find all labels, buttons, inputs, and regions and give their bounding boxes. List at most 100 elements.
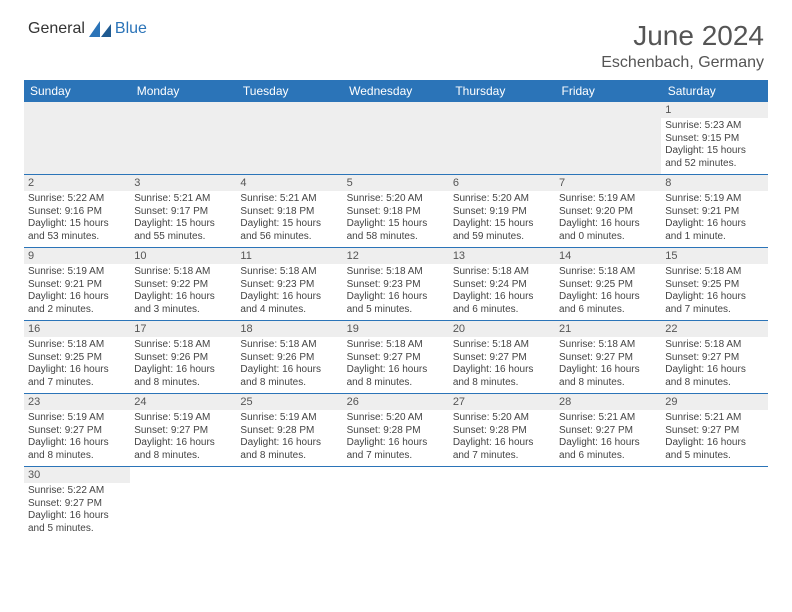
location: Eschenbach, Germany <box>601 54 764 72</box>
calendar-cell <box>24 102 130 175</box>
calendar-cell <box>130 467 236 540</box>
logo: General Blue <box>28 20 147 38</box>
day-number: 10 <box>130 248 236 264</box>
day-number: 18 <box>236 321 342 337</box>
calendar-cell: 1Sunrise: 5:23 AMSunset: 9:15 PMDaylight… <box>661 102 767 175</box>
day-number: 25 <box>236 394 342 410</box>
calendar-cell: 25Sunrise: 5:19 AMSunset: 9:28 PMDayligh… <box>236 394 342 467</box>
day-content: Sunrise: 5:21 AMSunset: 9:18 PMDaylight:… <box>236 191 342 247</box>
calendar-cell: 20Sunrise: 5:18 AMSunset: 9:27 PMDayligh… <box>449 321 555 394</box>
sail-icon <box>89 21 111 37</box>
day-number: 29 <box>661 394 767 410</box>
day-content: Sunrise: 5:18 AMSunset: 9:27 PMDaylight:… <box>555 337 661 393</box>
day-content: Sunrise: 5:18 AMSunset: 9:22 PMDaylight:… <box>130 264 236 320</box>
calendar-cell <box>343 467 449 540</box>
day-content: Sunrise: 5:18 AMSunset: 9:27 PMDaylight:… <box>661 337 767 393</box>
day-content: Sunrise: 5:20 AMSunset: 9:28 PMDaylight:… <box>449 410 555 466</box>
calendar-cell: 12Sunrise: 5:18 AMSunset: 9:23 PMDayligh… <box>343 248 449 321</box>
calendar-cell: 23Sunrise: 5:19 AMSunset: 9:27 PMDayligh… <box>24 394 130 467</box>
calendar-cell: 29Sunrise: 5:21 AMSunset: 9:27 PMDayligh… <box>661 394 767 467</box>
calendar-cell <box>236 102 342 175</box>
day-number: 1 <box>661 102 767 118</box>
day-number: 26 <box>343 394 449 410</box>
day-number: 21 <box>555 321 661 337</box>
day-content: Sunrise: 5:18 AMSunset: 9:27 PMDaylight:… <box>449 337 555 393</box>
day-number: 5 <box>343 175 449 191</box>
weekday-header: Thursday <box>449 80 555 102</box>
day-content: Sunrise: 5:21 AMSunset: 9:17 PMDaylight:… <box>130 191 236 247</box>
weekday-header: Friday <box>555 80 661 102</box>
day-number: 8 <box>661 175 767 191</box>
calendar-cell: 16Sunrise: 5:18 AMSunset: 9:25 PMDayligh… <box>24 321 130 394</box>
day-number: 13 <box>449 248 555 264</box>
calendar-cell: 3Sunrise: 5:21 AMSunset: 9:17 PMDaylight… <box>130 175 236 248</box>
calendar-cell <box>236 467 342 540</box>
day-content: Sunrise: 5:18 AMSunset: 9:26 PMDaylight:… <box>236 337 342 393</box>
day-content: Sunrise: 5:20 AMSunset: 9:18 PMDaylight:… <box>343 191 449 247</box>
calendar-cell: 8Sunrise: 5:19 AMSunset: 9:21 PMDaylight… <box>661 175 767 248</box>
day-content: Sunrise: 5:18 AMSunset: 9:27 PMDaylight:… <box>343 337 449 393</box>
day-number: 3 <box>130 175 236 191</box>
day-number: 28 <box>555 394 661 410</box>
day-content: Sunrise: 5:23 AMSunset: 9:15 PMDaylight:… <box>661 118 767 174</box>
calendar-cell: 13Sunrise: 5:18 AMSunset: 9:24 PMDayligh… <box>449 248 555 321</box>
calendar-cell: 4Sunrise: 5:21 AMSunset: 9:18 PMDaylight… <box>236 175 342 248</box>
day-content: Sunrise: 5:18 AMSunset: 9:26 PMDaylight:… <box>130 337 236 393</box>
day-number: 15 <box>661 248 767 264</box>
day-number: 27 <box>449 394 555 410</box>
calendar-cell: 22Sunrise: 5:18 AMSunset: 9:27 PMDayligh… <box>661 321 767 394</box>
calendar-cell: 27Sunrise: 5:20 AMSunset: 9:28 PMDayligh… <box>449 394 555 467</box>
day-number: 14 <box>555 248 661 264</box>
day-content: Sunrise: 5:19 AMSunset: 9:28 PMDaylight:… <box>236 410 342 466</box>
day-content: Sunrise: 5:19 AMSunset: 9:27 PMDaylight:… <box>24 410 130 466</box>
day-content: Sunrise: 5:20 AMSunset: 9:19 PMDaylight:… <box>449 191 555 247</box>
day-number: 22 <box>661 321 767 337</box>
month-title: June 2024 <box>601 20 764 52</box>
day-number: 11 <box>236 248 342 264</box>
calendar-cell: 26Sunrise: 5:20 AMSunset: 9:28 PMDayligh… <box>343 394 449 467</box>
logo-text-general: General <box>28 20 85 38</box>
weekday-header: Monday <box>130 80 236 102</box>
day-number: 19 <box>343 321 449 337</box>
calendar-cell: 28Sunrise: 5:21 AMSunset: 9:27 PMDayligh… <box>555 394 661 467</box>
day-content: Sunrise: 5:19 AMSunset: 9:20 PMDaylight:… <box>555 191 661 247</box>
day-content: Sunrise: 5:21 AMSunset: 9:27 PMDaylight:… <box>555 410 661 466</box>
day-number: 23 <box>24 394 130 410</box>
calendar-cell: 7Sunrise: 5:19 AMSunset: 9:20 PMDaylight… <box>555 175 661 248</box>
day-content: Sunrise: 5:18 AMSunset: 9:25 PMDaylight:… <box>24 337 130 393</box>
day-content: Sunrise: 5:18 AMSunset: 9:23 PMDaylight:… <box>343 264 449 320</box>
day-content: Sunrise: 5:19 AMSunset: 9:21 PMDaylight:… <box>661 191 767 247</box>
day-number: 20 <box>449 321 555 337</box>
day-content: Sunrise: 5:19 AMSunset: 9:27 PMDaylight:… <box>130 410 236 466</box>
day-number: 2 <box>24 175 130 191</box>
calendar-cell: 30Sunrise: 5:22 AMSunset: 9:27 PMDayligh… <box>24 467 130 540</box>
calendar-cell: 18Sunrise: 5:18 AMSunset: 9:26 PMDayligh… <box>236 321 342 394</box>
calendar-cell <box>449 102 555 175</box>
calendar-cell: 9Sunrise: 5:19 AMSunset: 9:21 PMDaylight… <box>24 248 130 321</box>
day-number: 7 <box>555 175 661 191</box>
calendar-cell: 5Sunrise: 5:20 AMSunset: 9:18 PMDaylight… <box>343 175 449 248</box>
calendar-cell: 15Sunrise: 5:18 AMSunset: 9:25 PMDayligh… <box>661 248 767 321</box>
day-number: 30 <box>24 467 130 483</box>
calendar-cell: 2Sunrise: 5:22 AMSunset: 9:16 PMDaylight… <box>24 175 130 248</box>
calendar-cell <box>661 467 767 540</box>
logo-text-blue: Blue <box>115 20 147 38</box>
day-content: Sunrise: 5:18 AMSunset: 9:23 PMDaylight:… <box>236 264 342 320</box>
day-number: 6 <box>449 175 555 191</box>
calendar-cell <box>555 467 661 540</box>
day-content: Sunrise: 5:21 AMSunset: 9:27 PMDaylight:… <box>661 410 767 466</box>
day-content: Sunrise: 5:18 AMSunset: 9:25 PMDaylight:… <box>555 264 661 320</box>
day-number: 9 <box>24 248 130 264</box>
day-number: 17 <box>130 321 236 337</box>
calendar-cell: 17Sunrise: 5:18 AMSunset: 9:26 PMDayligh… <box>130 321 236 394</box>
weekday-header: Tuesday <box>236 80 342 102</box>
day-content: Sunrise: 5:20 AMSunset: 9:28 PMDaylight:… <box>343 410 449 466</box>
calendar-cell: 11Sunrise: 5:18 AMSunset: 9:23 PMDayligh… <box>236 248 342 321</box>
day-number: 16 <box>24 321 130 337</box>
calendar-cell: 10Sunrise: 5:18 AMSunset: 9:22 PMDayligh… <box>130 248 236 321</box>
calendar-cell: 19Sunrise: 5:18 AMSunset: 9:27 PMDayligh… <box>343 321 449 394</box>
weekday-header: Wednesday <box>343 80 449 102</box>
day-content: Sunrise: 5:18 AMSunset: 9:25 PMDaylight:… <box>661 264 767 320</box>
calendar-cell <box>130 102 236 175</box>
calendar-cell: 24Sunrise: 5:19 AMSunset: 9:27 PMDayligh… <box>130 394 236 467</box>
